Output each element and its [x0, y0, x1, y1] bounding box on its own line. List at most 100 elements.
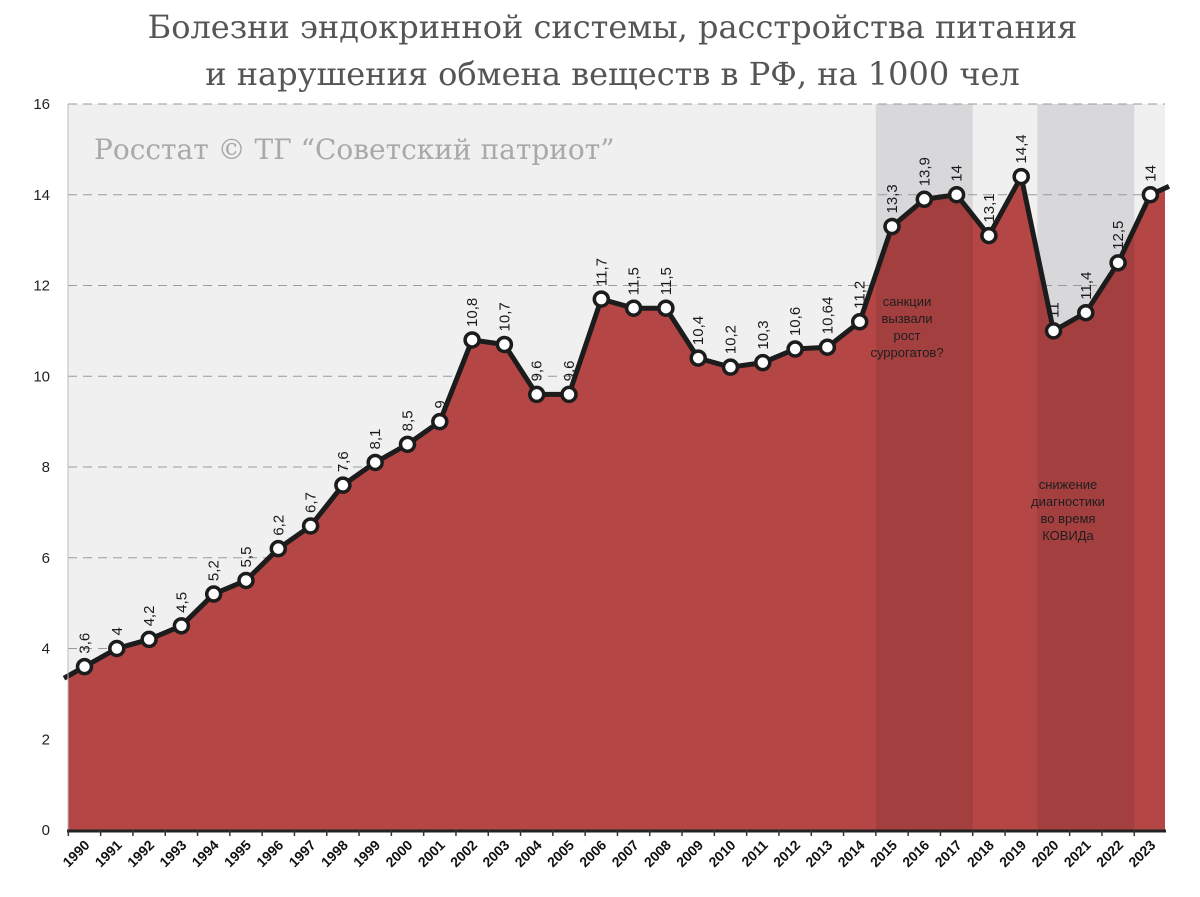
x-tick-label-2002: 2002 [447, 837, 480, 870]
data-point-2007 [624, 299, 643, 317]
data-label-2023: 14 [1142, 165, 1159, 182]
annotation-2-line-4: КОВИДа [1042, 528, 1094, 543]
x-tick-label-1999: 1999 [350, 837, 383, 870]
data-point-2020 [1044, 322, 1063, 340]
y-tick-label-6: 6 [42, 550, 50, 567]
data-point-1994 [204, 585, 223, 603]
data-label-2004: 9,6 [529, 361, 546, 382]
data-point-2006 [592, 290, 611, 308]
watermark-text: Росстат © ТГ “Советский патриот” [94, 133, 615, 166]
data-label-2022: 12,5 [1110, 221, 1127, 250]
data-point-2000 [398, 435, 417, 454]
x-tick-label-2022: 2022 [1093, 837, 1126, 870]
x-tick-label-2011: 2011 [738, 837, 771, 870]
y-tick-label-8: 8 [42, 459, 50, 476]
data-point-2010 [721, 358, 740, 376]
x-tick-label-2023: 2023 [1125, 837, 1158, 870]
y-tick-label-14: 14 [33, 187, 50, 204]
data-label-2013: 10,64 [819, 297, 836, 335]
data-label-1994: 5,2 [206, 560, 223, 581]
data-label-1992: 4,2 [141, 606, 158, 627]
y-tick-label-16: 16 [33, 96, 50, 113]
data-point-2015 [883, 217, 901, 236]
data-point-1998 [334, 476, 352, 494]
x-tick-label-1992: 1992 [124, 837, 157, 870]
data-label-2016: 13,9 [916, 157, 933, 186]
data-point-2018 [980, 226, 998, 245]
annotation-2: снижение диагностики во время КОВИДа [1031, 477, 1105, 543]
data-point-2023 [1141, 186, 1160, 204]
data-point-2014 [850, 313, 869, 331]
data-point-2017 [947, 186, 966, 204]
shaded-area-fill-2 [1037, 228, 1135, 830]
data-label-1993: 4,5 [173, 592, 190, 613]
x-tick-label-2006: 2006 [576, 837, 609, 870]
x-tick-label-2000: 2000 [382, 837, 415, 870]
x-tick-label-1998: 1998 [318, 837, 351, 870]
x-tick-label-2018: 2018 [964, 837, 997, 870]
annotation-2-line-3: во время [1041, 511, 1096, 526]
x-tick-label-2012: 2012 [770, 837, 803, 870]
data-point-2001 [431, 412, 449, 431]
x-tick-label-1993: 1993 [156, 837, 189, 870]
data-label-1999: 8,1 [367, 429, 384, 450]
data-label-2021: 11,4 [1078, 272, 1095, 300]
data-label-2008: 11,5 [658, 267, 675, 295]
x-tick-label-1991: 1991 [92, 837, 125, 870]
data-label-2011: 10,3 [755, 320, 772, 349]
x-tick-label-2007: 2007 [608, 837, 641, 870]
data-point-1996 [269, 539, 288, 558]
data-point-2011 [754, 353, 772, 372]
data-label-1997: 6,7 [303, 492, 320, 513]
data-point-2008 [657, 299, 675, 317]
y-tick-label-12: 12 [33, 278, 50, 295]
data-label-2003: 10,7 [496, 302, 513, 331]
x-tick-label-2009: 2009 [673, 837, 706, 870]
y-tick-label-10: 10 [33, 368, 50, 385]
data-label-2020: 11 [1046, 302, 1063, 318]
chart-title-line-1: Болезни эндокринной системы, расстройств… [147, 8, 1078, 46]
x-tick-label-2010: 2010 [705, 837, 738, 870]
data-point-1991 [108, 639, 126, 658]
data-label-2018: 13,1 [981, 193, 998, 222]
annotation-2-line-2: диагностики [1031, 494, 1105, 509]
data-point-2021 [1077, 303, 1095, 322]
data-label-2019: 14,4 [1013, 134, 1030, 163]
data-label-2017: 14 [949, 165, 966, 182]
y-tick-label-2: 2 [42, 731, 50, 748]
x-tick-label-2014: 2014 [834, 837, 867, 870]
data-point-1999 [366, 453, 384, 472]
chart-title: Болезни эндокринной системы, расстройств… [0, 4, 1200, 98]
x-tick-label-2004: 2004 [511, 837, 544, 870]
data-label-2001: 9 [432, 400, 449, 408]
data-point-1997 [301, 517, 320, 535]
x-tick-label-2015: 2015 [867, 837, 900, 870]
data-point-2019 [1012, 167, 1030, 186]
data-point-2016 [915, 190, 934, 209]
y-tick-label-0: 0 [42, 822, 50, 839]
data-label-2002: 10,8 [464, 298, 481, 327]
data-point-2022 [1109, 254, 1127, 272]
x-tick-label-2017: 2017 [931, 837, 964, 870]
data-label-1995: 5,5 [238, 547, 255, 568]
data-label-2010: 10,2 [723, 325, 740, 354]
x-tick-label-2021: 2021 [1061, 837, 1094, 870]
data-point-2013 [818, 338, 837, 356]
data-label-2014: 11,2 [852, 281, 869, 309]
x-tick-label-2016: 2016 [899, 837, 932, 870]
x-tick-label-1997: 1997 [285, 837, 318, 870]
data-point-1993 [172, 617, 191, 635]
annotation-1-line-1: санкции [883, 294, 932, 309]
annotation-1-line-4: суррогатов? [870, 345, 943, 360]
data-label-2012: 10,6 [787, 307, 804, 336]
data-label-1990: 3,6 [77, 633, 94, 654]
x-tick-label-1996: 1996 [253, 837, 286, 870]
x-tick-label-2005: 2005 [544, 837, 577, 870]
data-point-2003 [495, 335, 514, 354]
data-point-2009 [689, 349, 707, 367]
data-point-2005 [560, 385, 578, 404]
x-tick-label-2001: 2001 [415, 837, 448, 870]
data-label-1998: 7,6 [335, 451, 352, 472]
x-tick-label-2013: 2013 [802, 837, 835, 870]
x-tick-label-2020: 2020 [1028, 837, 1061, 870]
